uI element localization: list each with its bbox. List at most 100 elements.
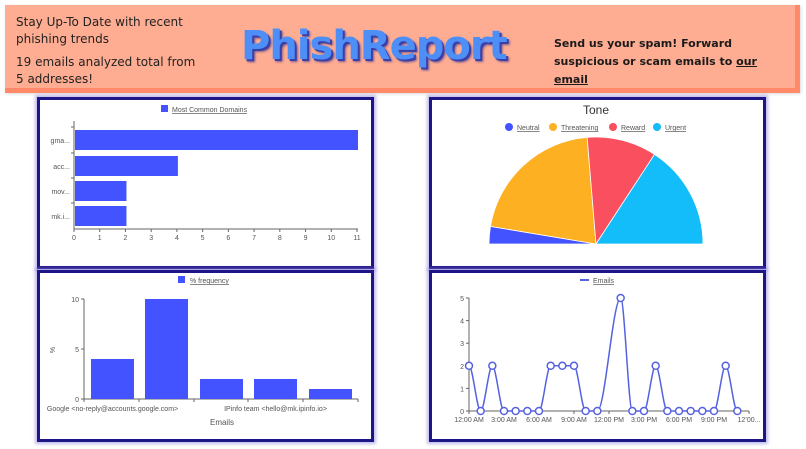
x-tick-label: 11: [353, 235, 360, 242]
legend-label[interactable]: % frequency: [190, 278, 229, 285]
y-tick-label: 0: [460, 409, 464, 416]
data-point[interactable]: [581, 406, 590, 416]
data-point[interactable]: [628, 406, 637, 416]
x-tick-label: 9:00 AM: [561, 417, 587, 424]
data-point[interactable]: [733, 406, 742, 416]
legend-dot: [653, 123, 661, 131]
legend-swatch: [161, 105, 168, 112]
emails-by-hour-card: Emails 0 1 2 3 4 5 12:00 AM 3:00 AM 6:00 AM 9:00 A…: [429, 270, 766, 442]
data-point[interactable]: [499, 406, 509, 416]
bar-0[interactable]: [91, 359, 134, 399]
data-point[interactable]: [488, 361, 497, 371]
data-point[interactable]: [593, 406, 602, 416]
legend-item-threatening[interactable]: Threatening: [549, 123, 598, 132]
submission-callout: Send us your spam! Forward suspicious or…: [554, 35, 794, 89]
legend-label[interactable]: Threatening: [561, 125, 598, 132]
pie-slice-urgent[interactable]: [595, 153, 704, 245]
data-point[interactable]: [721, 361, 730, 371]
legend-item-urgent[interactable]: Urgent: [653, 123, 686, 132]
data-point[interactable]: [476, 406, 485, 416]
cta-text: Send us your spam! Forward suspicious or…: [554, 37, 737, 68]
x-tick-label: 2: [124, 235, 128, 242]
x-tick-label: 9: [304, 235, 308, 242]
email-frequency-chart: % frequency 0 5 10% Google <no-reply@account…: [47, 276, 359, 427]
our-email-link[interactable]: our email: [554, 55, 757, 86]
data-point[interactable]: [569, 361, 579, 371]
data-point[interactable]: [686, 406, 695, 416]
legend-item-neutral[interactable]: Neutral: [505, 123, 540, 132]
legend-label[interactable]: Emails: [593, 278, 615, 285]
most-common-domains-chart: Most Common Domains gma... acc... mov... mk.…: [51, 105, 361, 242]
emails-by-hour-chart: Emails 0 1 2 3 4 5 12:00 AM 3:00 AM 6:00 AM 9:00 A…: [454, 278, 760, 424]
y-tick-label: 0: [75, 397, 79, 404]
bar-0[interactable]: [75, 130, 358, 150]
x-tick-label: 1: [98, 235, 102, 242]
chart-legend[interactable]: Emails: [580, 278, 615, 285]
data-point[interactable]: [663, 406, 672, 416]
pie-slice-threatening[interactable]: [489, 136, 597, 245]
x-tick-label: 12:00 AM: [454, 417, 484, 424]
chart-legend[interactable]: % frequency: [178, 276, 229, 285]
bar-2[interactable]: [75, 181, 127, 201]
bar-3[interactable]: [75, 206, 127, 226]
x-tick-label: 8: [278, 235, 282, 242]
x-tick-label: 10: [327, 235, 335, 242]
chart-title: Tone: [583, 103, 609, 117]
bar-1[interactable]: [75, 156, 178, 176]
x-tick-label: 6:00 AM: [526, 417, 552, 424]
x-tick-label: 6:00 PM: [666, 417, 692, 424]
legend-dot: [505, 123, 513, 131]
data-point[interactable]: [709, 406, 719, 416]
app-title: PhishReport: [241, 23, 508, 69]
x-tick-label: 3:00 PM: [631, 417, 657, 424]
data-point[interactable]: [511, 406, 520, 416]
tone-pie-chart: Tone Neutral Threatening Reward Urgent: [488, 103, 704, 246]
y-tick-label: 3: [460, 341, 464, 348]
data-point[interactable]: [464, 361, 474, 371]
x-tick-label: 3: [149, 235, 153, 242]
tagline: Stay Up-To Date with recent phishing tre…: [16, 15, 183, 46]
tone-card: Tone Neutral Threatening Reward Urgent: [429, 97, 766, 269]
y-tick-label: acc...: [53, 164, 70, 171]
y-tick-label: 1: [460, 386, 464, 393]
emails-line: [468, 297, 739, 412]
y-tick-label: 5: [75, 347, 79, 354]
x-tick-label: 7: [252, 235, 256, 242]
legend-label[interactable]: Urgent: [665, 125, 686, 132]
bar-2[interactable]: [200, 379, 243, 399]
most-common-domains-card: Most Common Domains gma... acc... mov... mk.…: [37, 97, 374, 269]
data-point[interactable]: [639, 406, 649, 416]
pie-slice-reward[interactable]: [586, 136, 656, 246]
x-tick-label: 6: [226, 235, 230, 242]
y-tick-label: 4: [460, 319, 464, 326]
x-tick-label: 3:00 AM: [491, 417, 517, 424]
y-tick-label: 10: [71, 297, 79, 304]
data-point[interactable]: [558, 361, 567, 371]
legend-label[interactable]: Neutral: [517, 125, 540, 132]
x-tick-label: 5: [201, 235, 205, 242]
data-point[interactable]: [546, 361, 555, 371]
bar-4[interactable]: [309, 389, 352, 399]
y-tick-label: gma...: [51, 138, 71, 145]
legend-item-reward[interactable]: Reward: [609, 123, 645, 132]
data-point[interactable]: [523, 406, 532, 416]
y-tick-label: mk.i...: [51, 214, 70, 221]
y-tick-label: 2: [460, 364, 464, 371]
y-axis-label: %: [50, 347, 57, 353]
data-point[interactable]: [534, 406, 544, 416]
legend-label[interactable]: Reward: [621, 125, 645, 132]
x-tick-label: 4: [175, 235, 179, 242]
data-point[interactable]: [698, 406, 707, 416]
chart-legend[interactable]: Most Common Domains: [161, 105, 248, 114]
x-tick-label: 12:00 PM: [594, 417, 624, 424]
x-axis-label: Emails: [210, 418, 234, 427]
x-tick-label: 9:00 PM: [701, 417, 727, 424]
legend-label[interactable]: Most Common Domains: [172, 107, 248, 114]
data-point[interactable]: [674, 406, 684, 416]
bar-3[interactable]: [254, 379, 297, 399]
bar-1[interactable]: [145, 299, 188, 399]
data-point[interactable]: [651, 361, 660, 371]
data-point[interactable]: [616, 293, 625, 303]
legend-dot: [609, 123, 617, 131]
x-tick-label: IPinfo team <hello@mk.ipinfo.io>: [224, 406, 327, 413]
